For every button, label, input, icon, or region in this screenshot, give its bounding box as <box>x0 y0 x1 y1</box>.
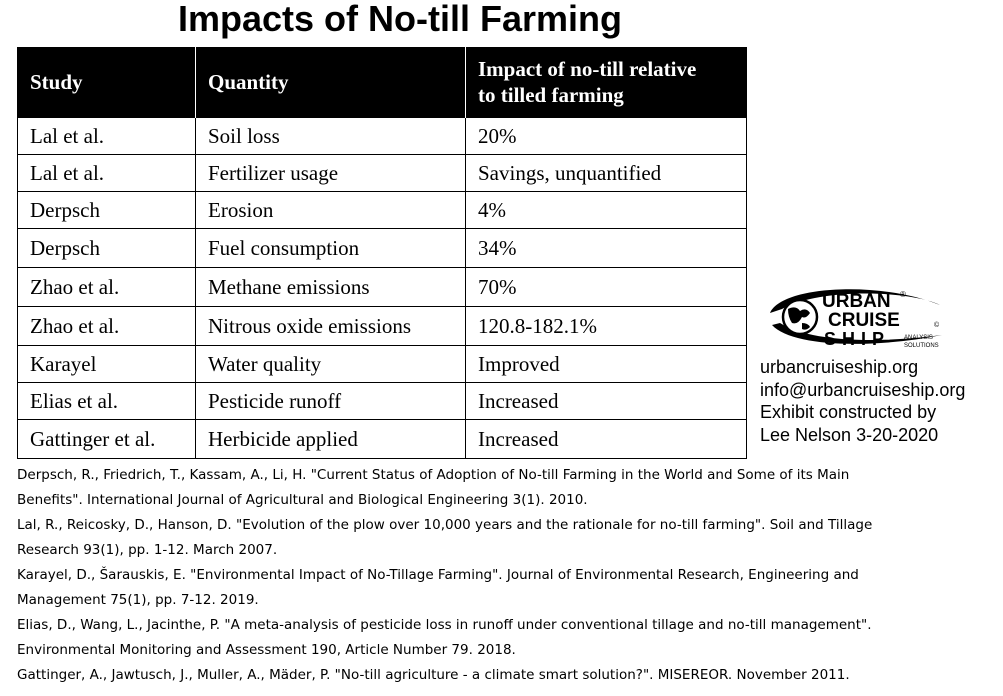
impacts-table: Study Quantity Impact of no-till relativ… <box>17 47 747 459</box>
column-header-quantity: Quantity <box>195 47 466 118</box>
cell-study: Elias et al. <box>17 382 196 420</box>
table-header-row: Study Quantity Impact of no-till relativ… <box>17 47 747 118</box>
cell-quantity: Nitrous oxide emissions <box>195 306 466 346</box>
cell-quantity: Soil loss <box>195 117 466 155</box>
cell-quantity: Methane emissions <box>195 267 466 307</box>
reference-line: Management 75(1), pp. 7-12. 2019. <box>17 592 259 608</box>
column-header-study: Study <box>17 47 196 118</box>
cell-impact: Increased <box>465 419 747 459</box>
cell-study: Zhao et al. <box>17 267 196 307</box>
cell-study: Derpsch <box>17 228 196 268</box>
logo-registered-mark: ® <box>900 290 906 299</box>
reference-line: Benefits". International Journal of Agri… <box>17 492 588 508</box>
column-header-impact-line2: to tilled farming <box>478 83 624 107</box>
logo-line-ship: SHIP <box>824 329 890 349</box>
logo-swoosh <box>770 289 940 313</box>
logo-copyright-mark: © <box>934 321 940 329</box>
cell-quantity: Herbicide applied <box>195 419 466 459</box>
table-row: Karayel Water quality Improved <box>17 345 747 383</box>
cell-study: Lal et al. <box>17 117 196 155</box>
reference-item: Elias, D., Wang, L., Jacinthe, P. "A met… <box>17 613 997 663</box>
cell-impact: 34% <box>465 228 747 268</box>
column-header-impact-line1: Impact of no-till relative <box>478 57 697 81</box>
cell-study: Zhao et al. <box>17 306 196 346</box>
logo-small-solutions: SOLUTIONS <box>904 343 939 349</box>
table-row: Lal et al. Fertilizer usage Savings, unq… <box>17 154 747 192</box>
cell-study: Karayel <box>17 345 196 383</box>
cell-quantity: Water quality <box>195 345 466 383</box>
reference-line: Karayel, D., Šarauskis, E. "Environmenta… <box>17 567 859 583</box>
cell-impact: 120.8-182.1% <box>465 306 747 346</box>
reference-line: Lal, R., Reicosky, D., Hanson, D. "Evolu… <box>17 517 873 533</box>
reference-item: Karayel, D., Šarauskis, E. "Environmenta… <box>17 563 997 613</box>
cell-study: Derpsch <box>17 191 196 229</box>
cell-impact: Improved <box>465 345 747 383</box>
reference-line: Research 93(1), pp. 1-12. March 2007. <box>17 542 278 558</box>
reference-line: Environmental Monitoring and Assessment … <box>17 642 516 658</box>
table-row: Lal et al. Soil loss 20% <box>17 117 747 155</box>
cell-quantity: Fuel consumption <box>195 228 466 268</box>
cell-quantity: Fertilizer usage <box>195 154 466 192</box>
table-row: Derpsch Fuel consumption 34% <box>17 228 747 268</box>
cell-impact: 20% <box>465 117 747 155</box>
table-row: Gattinger et al. Herbicide applied Incre… <box>17 419 747 459</box>
cell-impact: Savings, unquantified <box>465 154 747 192</box>
logo-line-urban: URBAN <box>822 291 891 312</box>
credit-line-1: Exhibit constructed by <box>760 402 937 422</box>
column-header-impact: Impact of no-till relative to tilled far… <box>465 47 747 118</box>
reference-item: Derpsch, R., Friedrich, T., Kassam, A., … <box>17 463 997 513</box>
reference-line: Derpsch, R., Friedrich, T., Kassam, A., … <box>17 467 850 483</box>
cell-quantity: Pesticide runoff <box>195 382 466 420</box>
reference-item: Lal, R., Reicosky, D., Hanson, D. "Evolu… <box>17 513 997 563</box>
references-list: Derpsch, R., Friedrich, T., Kassam, A., … <box>17 463 997 688</box>
table-row: Zhao et al. Methane emissions 70% <box>17 267 747 307</box>
table-row: Zhao et al. Nitrous oxide emissions 120.… <box>17 306 747 346</box>
credit-line-2: Lee Nelson 3-20-2020 <box>760 424 939 445</box>
cell-study: Lal et al. <box>17 154 196 192</box>
cell-quantity: Erosion <box>195 191 466 229</box>
cell-impact: 70% <box>465 267 747 307</box>
logo-line-cruise: CRUISE <box>828 310 900 331</box>
page-title: Impacts of No-till Farming <box>177 0 623 39</box>
logo-small-analysis: ANALYSIS <box>904 335 933 341</box>
logo-swoosh-lower <box>772 323 942 344</box>
cell-impact: Increased <box>465 382 747 420</box>
website-text: urbancruiseship.org <box>760 357 919 377</box>
reference-line: Elias, D., Wang, L., Jacinthe, P. "A met… <box>17 617 872 633</box>
table-row: Derpsch Erosion 4% <box>17 191 747 229</box>
email-text: info@urbancruiseship.org <box>760 379 966 400</box>
cell-study: Gattinger et al. <box>17 419 196 459</box>
cell-impact: 4% <box>465 191 747 229</box>
globe-icon <box>781 298 819 336</box>
contact-block: urbancruiseship.org info@urbancruiseship… <box>760 356 965 446</box>
reference-item: Gattinger, A., Jawtusch, J., Muller, A.,… <box>17 663 997 688</box>
urban-cruise-ship-logo: URBAN ® CRUISE © SHIP ANALYSIS SOLUTIONS <box>770 289 942 349</box>
table-row: Elias et al. Pesticide runoff Increased <box>17 382 747 420</box>
reference-line: Gattinger, A., Jawtusch, J., Muller, A.,… <box>17 667 850 683</box>
